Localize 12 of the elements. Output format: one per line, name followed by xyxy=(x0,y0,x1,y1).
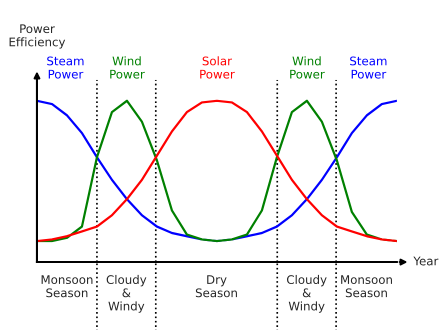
y-axis-title: Power Efficiency xyxy=(10,24,66,49)
text: Cloudy & Windy xyxy=(106,274,146,313)
text: Cloudy & Windy xyxy=(286,274,327,313)
text: Steam Power xyxy=(350,56,386,79)
text: Steam Power xyxy=(47,56,84,79)
text: Wind Power xyxy=(290,56,325,79)
text: Solar Power xyxy=(200,56,235,79)
text: Monsoon Season xyxy=(42,275,92,298)
text: Dry Season xyxy=(196,275,237,298)
text: Monsoon Season xyxy=(341,275,392,298)
x-axis-title: Year xyxy=(413,256,438,266)
text: Wind Power xyxy=(110,56,145,79)
